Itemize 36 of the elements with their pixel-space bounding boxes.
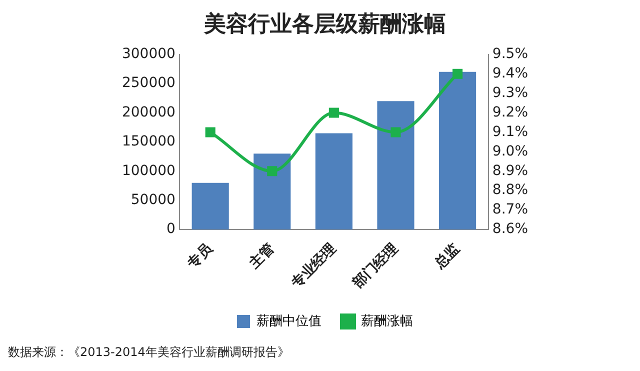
y2-tick-label: 9.0% bbox=[492, 143, 528, 160]
x-tick-label: 总监 bbox=[431, 240, 463, 272]
bar bbox=[192, 182, 229, 230]
y-tick-label: 200000 bbox=[122, 104, 176, 120]
y2-tick-label: 9.2% bbox=[492, 104, 528, 120]
y-tick-label: 300000 bbox=[122, 46, 176, 62]
bar bbox=[315, 133, 352, 230]
y2-tick-label: 8.7% bbox=[492, 202, 528, 218]
point bbox=[328, 108, 339, 118]
point bbox=[205, 127, 216, 138]
y2-tick-label: 9.4% bbox=[492, 66, 528, 82]
y-tick-label: 150000 bbox=[122, 134, 176, 150]
y2-tick-label: 9.5% bbox=[492, 46, 528, 62]
y-tick-label: 0 bbox=[166, 221, 176, 238]
x-tick-label: 专业经理 bbox=[287, 240, 340, 292]
x-tick-label: 部门经理 bbox=[348, 240, 402, 292]
y2-tick-label: 8.6% bbox=[492, 221, 528, 238]
x-tick-label: 主管 bbox=[245, 240, 278, 272]
y-tick-label: 50000 bbox=[130, 192, 176, 208]
point bbox=[267, 166, 278, 176]
chart-title: 美容行业各层级薪酬涨幅 bbox=[203, 10, 446, 37]
bar bbox=[438, 72, 476, 230]
point bbox=[452, 68, 463, 79]
x-tick-label: 专员 bbox=[183, 239, 216, 272]
legend-label: 薪酬涨幅 bbox=[361, 314, 413, 329]
bar bbox=[254, 154, 291, 230]
y2-tick-label: 9.1% bbox=[492, 124, 528, 140]
y-tick-label: 250000 bbox=[122, 75, 176, 92]
bar bbox=[377, 101, 414, 230]
legend-label: 薪酬中位值 bbox=[256, 314, 322, 329]
y2-tick-label: 8.8% bbox=[492, 182, 528, 198]
y2-tick-label: 9.3% bbox=[492, 84, 528, 101]
source-note: 数据来源：《2013-2014年美容行业薪酬调研报告》 bbox=[8, 344, 290, 361]
point bbox=[390, 127, 401, 138]
y-tick-label: 100000 bbox=[122, 162, 176, 179]
y2-tick-label: 8.9% bbox=[492, 162, 528, 179]
